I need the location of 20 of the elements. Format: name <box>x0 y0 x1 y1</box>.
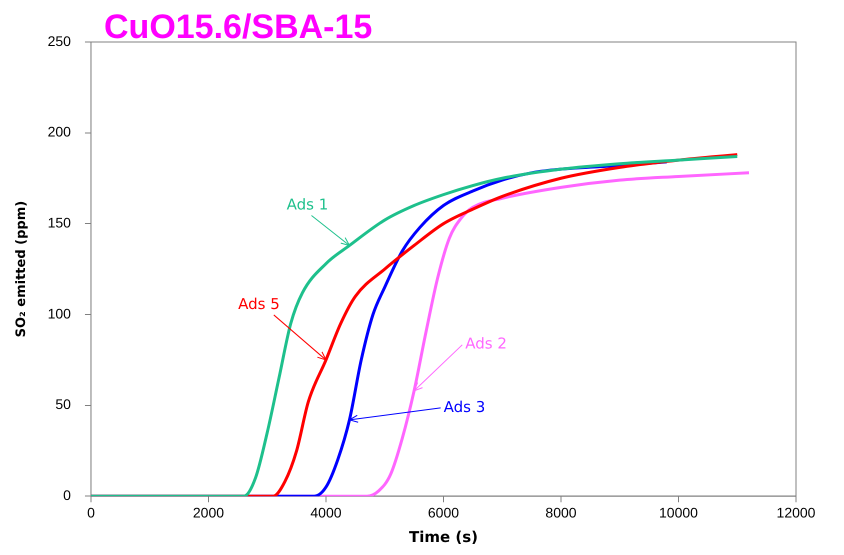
text: Ads 3 <box>444 398 486 416</box>
x-tick-label: 0 <box>87 504 96 520</box>
y-tick-label: 50 <box>55 396 72 412</box>
text: Ads 2 <box>465 334 507 353</box>
x-tick-label: 4000 <box>310 504 342 520</box>
text: Ads 5 <box>238 294 280 313</box>
y-tick-label: 200 <box>48 124 72 140</box>
chart-title: CuO15.6/SBA-15 <box>104 8 372 46</box>
x-tick-label: 10000 <box>659 504 698 520</box>
y-tick-label: 0 <box>63 487 72 504</box>
y-tick-label: 250 <box>48 32 72 49</box>
x-tick-label: 12000 <box>776 504 816 520</box>
y-axis-title: SO₂ emitted (ppm) <box>14 200 30 338</box>
x-axis-title: Time (s) <box>408 528 478 546</box>
x-tick-label: 6000 <box>428 504 460 520</box>
text: Ads 1 <box>286 195 328 214</box>
y-tick-label: 100 <box>48 305 72 322</box>
x-tick-label: 2000 <box>192 504 224 520</box>
y-tick-label: 150 <box>48 214 72 231</box>
x-tick-label: 8000 <box>545 504 577 520</box>
